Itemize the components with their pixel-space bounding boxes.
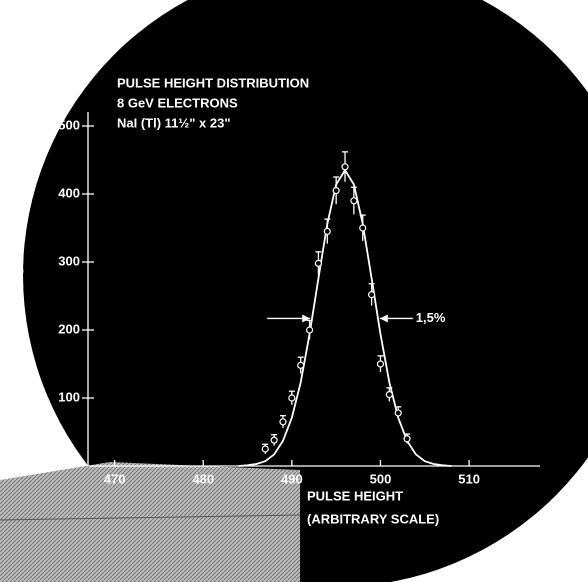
chart: PULSE HEIGHT DISTRIBUTION 8 GeV ELECTRON… [0, 0, 588, 582]
data-point [262, 446, 268, 452]
data-point [333, 188, 339, 194]
x-axis-label: (ARBITRARY SCALE) [307, 511, 439, 526]
data-point [369, 292, 375, 298]
x-axis-label: PULSE HEIGHT [307, 488, 403, 503]
data-point [289, 395, 295, 401]
data-point [395, 410, 401, 416]
y-axis-label: NUMBER OF COUNTS [11, 221, 26, 359]
data-point [377, 361, 383, 367]
x-tick-label: 480 [192, 471, 214, 486]
data-point [360, 225, 366, 231]
x-tick-label: 470 [104, 471, 126, 486]
subtitle: 8 GeV ELECTRONS [117, 95, 238, 110]
detector-photo [0, 462, 300, 582]
y-tick-label: 100 [58, 389, 80, 404]
data-point [386, 392, 392, 398]
data-point [307, 327, 313, 333]
y-tick-label: 200 [58, 321, 80, 336]
data-point [298, 362, 304, 368]
y-tick-label: 500 [58, 117, 80, 132]
y-tick-label: 400 [58, 185, 80, 200]
data-point [404, 436, 410, 442]
x-tick-label: 490 [281, 471, 303, 486]
data-point [271, 437, 277, 443]
data-point [342, 164, 348, 170]
x-tick-label: 500 [370, 471, 392, 486]
subtitle: NaI (Tl) 11½" x 23" [117, 115, 231, 130]
annotation: 1,5% [416, 310, 446, 325]
data-point [280, 419, 286, 425]
chart-title: PULSE HEIGHT DISTRIBUTION [117, 75, 309, 90]
data-point [315, 260, 321, 266]
data-point [351, 198, 357, 204]
y-tick-label: 300 [58, 253, 80, 268]
x-tick-label: 510 [458, 471, 480, 486]
data-point [324, 228, 330, 234]
